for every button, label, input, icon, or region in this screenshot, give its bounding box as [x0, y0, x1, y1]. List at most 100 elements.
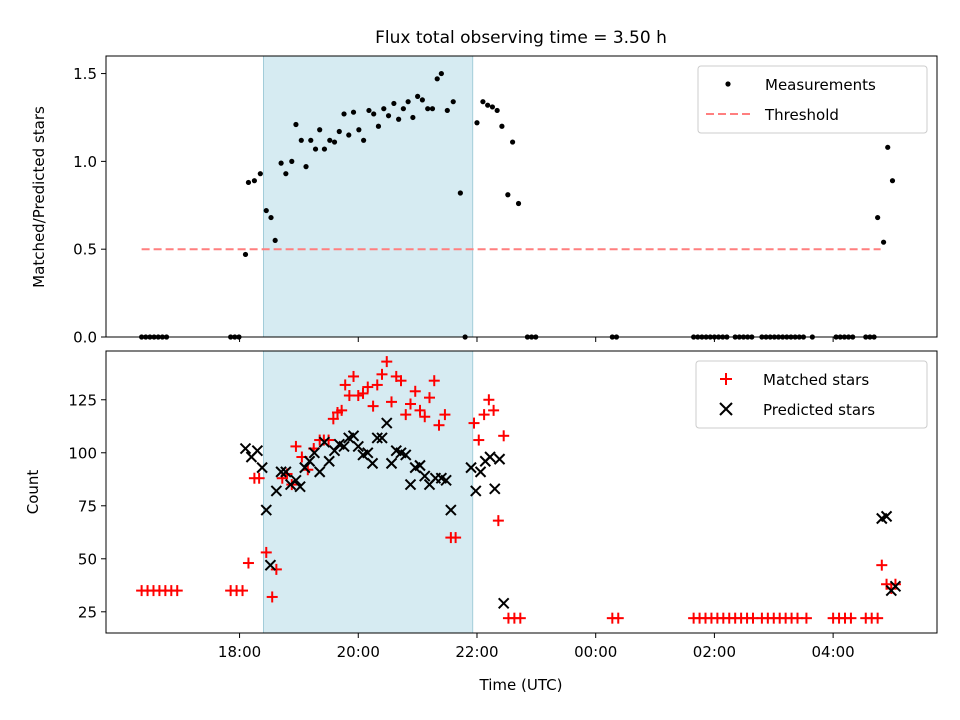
matched-star-point [357, 387, 369, 399]
measurement-point [356, 127, 362, 133]
measurement-point [289, 158, 295, 164]
bottom-y-tick-label: 100 [68, 444, 97, 462]
measurement-point [509, 139, 516, 145]
bottom-y-tick-label: 25 [78, 603, 97, 621]
matched-star-point [290, 440, 302, 452]
bottom-x-axis-label: Time (UTC) [479, 676, 563, 694]
measurement-point [346, 132, 352, 138]
matched-star-point [433, 419, 445, 431]
legend-matched-marker [720, 373, 732, 385]
predicted-star-point [290, 474, 302, 487]
predicted-star-point [239, 442, 252, 455]
top-y-tick-label: 1.5 [73, 65, 97, 83]
matched-star-point [845, 612, 857, 624]
measurement-point [391, 100, 397, 107]
top-y-tick-label: 0.0 [73, 329, 97, 347]
matched-star-point [260, 546, 272, 558]
matched-star-point [367, 400, 379, 412]
matched-star-point [242, 557, 254, 569]
measurements-series [139, 70, 896, 340]
measurement-point [880, 239, 887, 245]
predicted-star-point [489, 483, 501, 495]
predicted-star-point [328, 444, 341, 457]
matched-star-point [171, 585, 183, 597]
predicted-star-point [264, 559, 277, 571]
predicted-star-point [308, 447, 321, 459]
measurement-point [405, 99, 411, 105]
predicted-star-point [419, 470, 431, 482]
top-y-ticks: 0.0 0.5 1.0 1.5 [73, 65, 106, 347]
measurement-point [375, 123, 382, 129]
x-tick-label: 02:00 [693, 643, 736, 661]
measurement-point [480, 99, 486, 105]
matched-star-point [498, 430, 510, 442]
legend-matched-label: Matched stars [763, 371, 869, 389]
predicted-star-point [880, 510, 893, 523]
matched-star-point [450, 532, 462, 544]
top-title: Flux total observing time = 3.50 h [375, 28, 667, 48]
predicted-star-point [404, 478, 417, 491]
matched-star-point [468, 417, 480, 429]
x-tick-label: 00:00 [574, 643, 617, 661]
measurement-point [308, 137, 314, 143]
measurement-point [283, 171, 289, 177]
bottom-y-tick-label: 125 [68, 391, 97, 409]
predicted-star-point [280, 466, 292, 478]
matched-star-point [419, 411, 431, 423]
predicted-star-point [275, 466, 287, 478]
measurement-point [331, 139, 338, 145]
matched-star-point [323, 434, 335, 446]
measurement-point [400, 106, 406, 112]
matched-star-point [409, 385, 421, 397]
predicted-stars-series [239, 417, 902, 610]
matched-star-point [405, 398, 417, 410]
measurement-point [371, 111, 377, 117]
matched-star-point [473, 434, 485, 446]
measurement-point [257, 171, 263, 177]
bottom-y-tick-label: 75 [78, 497, 97, 515]
measurement-point [293, 121, 299, 128]
measurement-point [366, 107, 372, 114]
bottom-x-ticks: 18:00 20:00 22:00 00:00 02:00 04:00 [218, 633, 855, 661]
measurement-point [272, 237, 278, 244]
measurement-point [494, 107, 500, 114]
measurement-point [889, 178, 896, 184]
predicted-star-point [362, 447, 374, 459]
top-y-tick-label: 1.0 [73, 153, 97, 171]
measurement-point [396, 116, 402, 122]
matched-star-point [872, 612, 884, 624]
measurement-point [489, 104, 496, 110]
predicted-star-point [371, 432, 383, 444]
top-y-tick-label: 0.5 [73, 241, 97, 259]
matched-star-point [352, 390, 364, 402]
measurement-point [474, 120, 480, 126]
matched-star-point [488, 404, 500, 416]
measurement-point [885, 144, 891, 150]
measurement-point [361, 137, 367, 143]
predicted-star-point [376, 432, 388, 444]
bottom-axes-frame [105, 350, 938, 634]
predicted-star-point [270, 485, 283, 497]
matched-star-point [348, 370, 360, 382]
bottom-legend: Matched stars Predicted stars [695, 360, 928, 429]
predicted-star-point [414, 459, 426, 472]
measurement-point [278, 160, 284, 166]
predicted-star-point [889, 580, 902, 593]
top-y-axis-label: Matched/Predicted stars [30, 106, 48, 288]
predicted-star-point [493, 453, 506, 465]
predicted-star-point [484, 451, 496, 463]
predicted-star-point [381, 417, 393, 429]
measurement-point [444, 107, 450, 114]
measurement-point [251, 178, 257, 184]
measurement-point [485, 102, 491, 108]
measurement-point [312, 146, 319, 152]
bottom-panel: 18:00 20:00 22:00 00:00 02:00 04:00 25 50 75 100… [24, 350, 938, 694]
bottom-y-tick-label: 50 [78, 550, 97, 568]
top-observing-window [262, 55, 474, 338]
predicted-star-point [323, 455, 335, 467]
matched-star-point [612, 612, 624, 624]
measurement-point [321, 146, 328, 152]
x-tick-label: 20:00 [337, 643, 380, 661]
measurement-point [429, 106, 436, 112]
predicted-star-point [251, 444, 264, 457]
